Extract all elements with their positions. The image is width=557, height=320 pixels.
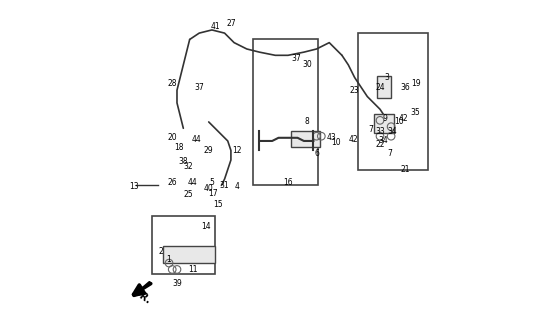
Text: 2: 2 [159,247,164,257]
Text: 11: 11 [188,265,198,274]
Text: 15: 15 [213,200,223,209]
Text: 3: 3 [384,73,389,82]
Text: 34: 34 [388,127,398,136]
Text: 43: 43 [327,133,336,142]
Text: 12: 12 [232,146,242,155]
Text: 44: 44 [188,178,198,187]
Text: 16: 16 [283,178,293,187]
Text: 25: 25 [183,190,193,199]
Text: 42: 42 [399,114,409,123]
Text: 7: 7 [368,125,373,134]
Bar [291,132,320,147]
Text: 42: 42 [348,135,358,144]
Text: 27: 27 [226,19,236,28]
Text: 20: 20 [168,133,177,142]
Text: 44: 44 [191,135,201,144]
Text: 34: 34 [378,136,388,146]
Text: 39: 39 [172,279,182,288]
Text: 36: 36 [400,83,411,92]
Text: 38: 38 [179,157,188,166]
Text: 4: 4 [235,182,240,191]
Text: 26: 26 [168,178,177,187]
Text: 37: 37 [194,83,204,92]
Text: 22: 22 [375,140,385,148]
Text: 10: 10 [394,117,404,126]
Text: 6: 6 [314,149,319,158]
Text: 9: 9 [382,114,387,123]
Text: 35: 35 [410,108,420,117]
Text: 32: 32 [183,162,193,171]
Text: 28: 28 [168,79,177,88]
Text: FR.: FR. [132,287,152,306]
Text: 24: 24 [375,83,385,92]
Bar [374,114,394,133]
Text: 8: 8 [305,117,310,126]
Bar [163,246,215,263]
Text: 10: 10 [331,138,340,147]
Text: 17: 17 [209,189,218,198]
Text: 30: 30 [302,60,312,69]
Text: 41: 41 [210,22,220,31]
Text: 40: 40 [204,184,213,193]
Text: 19: 19 [412,79,421,88]
Text: 7: 7 [387,149,392,158]
Text: 18: 18 [174,143,183,152]
Text: 37: 37 [291,54,301,63]
Text: 33: 33 [375,127,385,136]
Text: 1: 1 [167,255,172,264]
Text: 14: 14 [201,222,211,231]
Text: 13: 13 [129,182,139,191]
Text: 21: 21 [400,165,410,174]
Text: 23: 23 [350,86,359,95]
Text: 31: 31 [220,181,229,190]
Text: 29: 29 [204,146,213,155]
Bar [377,76,391,98]
Bar [152,215,215,274]
Bar [253,39,318,185]
Bar [358,33,428,170]
Text: 5: 5 [209,178,214,187]
